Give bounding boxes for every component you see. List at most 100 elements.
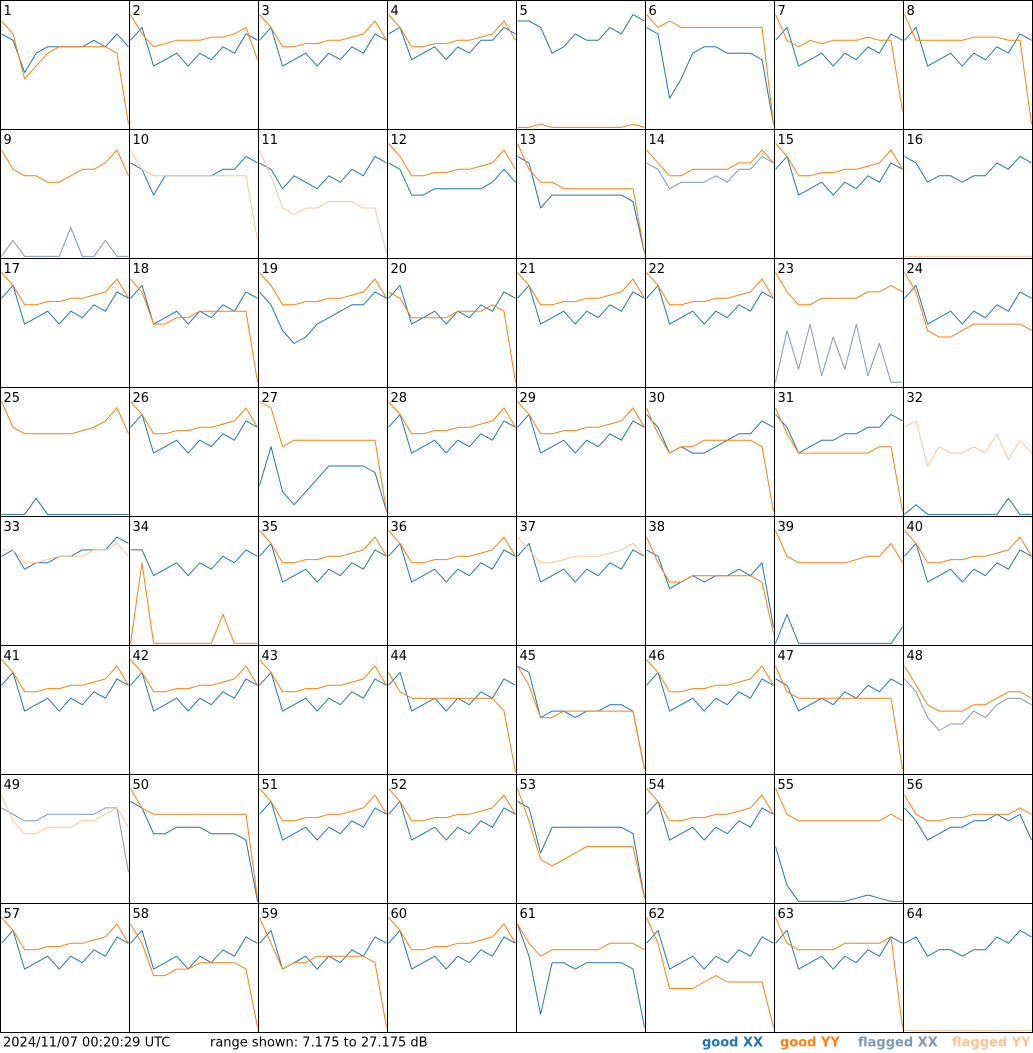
panel-frame	[129, 903, 259, 1033]
panel: 26	[129, 387, 259, 517]
panel-frame	[645, 387, 775, 517]
trace	[130, 413, 258, 454]
trace	[646, 284, 774, 325]
trace	[130, 788, 258, 899]
panel: 50	[129, 774, 259, 904]
panel: 3	[258, 0, 388, 130]
panel: 1	[0, 0, 130, 130]
trace	[259, 401, 387, 512]
trace	[646, 659, 774, 693]
panel-frame	[903, 903, 1033, 1033]
panel-label: 19	[262, 262, 279, 277]
panel-label: 13	[520, 133, 537, 148]
trace	[130, 401, 258, 435]
panel: 57	[0, 903, 130, 1033]
panel-frame	[516, 774, 646, 904]
trace	[775, 665, 903, 770]
panel-label: 55	[778, 778, 795, 793]
panel-frame	[516, 258, 646, 388]
trace	[904, 929, 1032, 957]
trace	[1, 272, 129, 306]
trace	[388, 162, 516, 196]
trace	[646, 917, 774, 1028]
trace	[646, 536, 774, 634]
trace	[130, 549, 258, 577]
panel-label: 40	[907, 520, 924, 535]
panel-frame	[903, 774, 1033, 904]
trace	[388, 413, 516, 454]
trace	[1, 794, 129, 835]
panel-frame	[774, 516, 904, 646]
panel-frame	[774, 0, 904, 130]
panel-frame	[645, 774, 775, 904]
panel: 60	[387, 903, 517, 1033]
trace	[517, 14, 645, 54]
panel-frame	[645, 516, 775, 646]
panel: 33	[0, 516, 130, 646]
trace	[259, 659, 387, 693]
panel-label: 4	[391, 4, 399, 19]
trace	[259, 149, 387, 254]
trace	[775, 323, 903, 383]
panel-label: 44	[391, 649, 408, 664]
trace	[904, 272, 1032, 338]
trace	[517, 542, 645, 583]
panel-label: 58	[133, 907, 150, 922]
panel-label: 57	[4, 907, 21, 922]
panel-frame	[516, 0, 646, 130]
panel-label: 6	[649, 4, 657, 19]
panel-label: 22	[649, 262, 666, 277]
panel-label: 39	[778, 520, 795, 535]
trace	[1, 497, 129, 515]
trace	[904, 542, 1032, 583]
panel: 16	[903, 129, 1033, 259]
panel: 64	[903, 903, 1033, 1033]
panel-frame	[258, 258, 388, 388]
panel-label: 10	[133, 133, 150, 148]
panel-label: 30	[649, 391, 666, 406]
trace	[1, 917, 129, 951]
trace	[775, 530, 903, 564]
trace	[259, 291, 387, 344]
panel-label: 26	[133, 391, 150, 406]
trace	[130, 671, 258, 712]
panel-frame	[903, 258, 1033, 388]
trace	[130, 800, 258, 902]
panel-frame	[129, 387, 259, 517]
panel-frame	[903, 645, 1033, 775]
trace	[130, 14, 258, 60]
trace	[388, 401, 516, 435]
panel-label: 29	[520, 391, 537, 406]
trace	[259, 272, 387, 306]
panel: 15	[774, 129, 904, 259]
panel: 31	[774, 387, 904, 517]
trace	[775, 613, 903, 644]
trace	[775, 929, 903, 970]
panel-frame	[258, 387, 388, 517]
panel: 17	[0, 258, 130, 388]
trace	[646, 14, 774, 125]
trace	[388, 530, 516, 564]
trace	[388, 917, 516, 951]
trace	[775, 26, 903, 67]
trace	[646, 414, 774, 454]
panel: 55	[774, 774, 904, 904]
panel-frame	[516, 387, 646, 517]
panel: 59	[258, 903, 388, 1033]
trace	[259, 788, 387, 822]
panel-label: 61	[520, 907, 537, 922]
panel-label: 1	[4, 4, 12, 19]
panel-frame	[0, 645, 130, 775]
trace	[517, 284, 645, 325]
trace	[259, 155, 387, 190]
trace	[904, 678, 1032, 731]
trace	[646, 26, 774, 125]
panel: 29	[516, 387, 646, 517]
panel: 11	[258, 129, 388, 259]
panel-label: 32	[907, 391, 924, 406]
panel: 23	[774, 258, 904, 388]
panel: 2	[129, 0, 259, 130]
panel-frame	[387, 516, 517, 646]
trace	[517, 800, 645, 899]
